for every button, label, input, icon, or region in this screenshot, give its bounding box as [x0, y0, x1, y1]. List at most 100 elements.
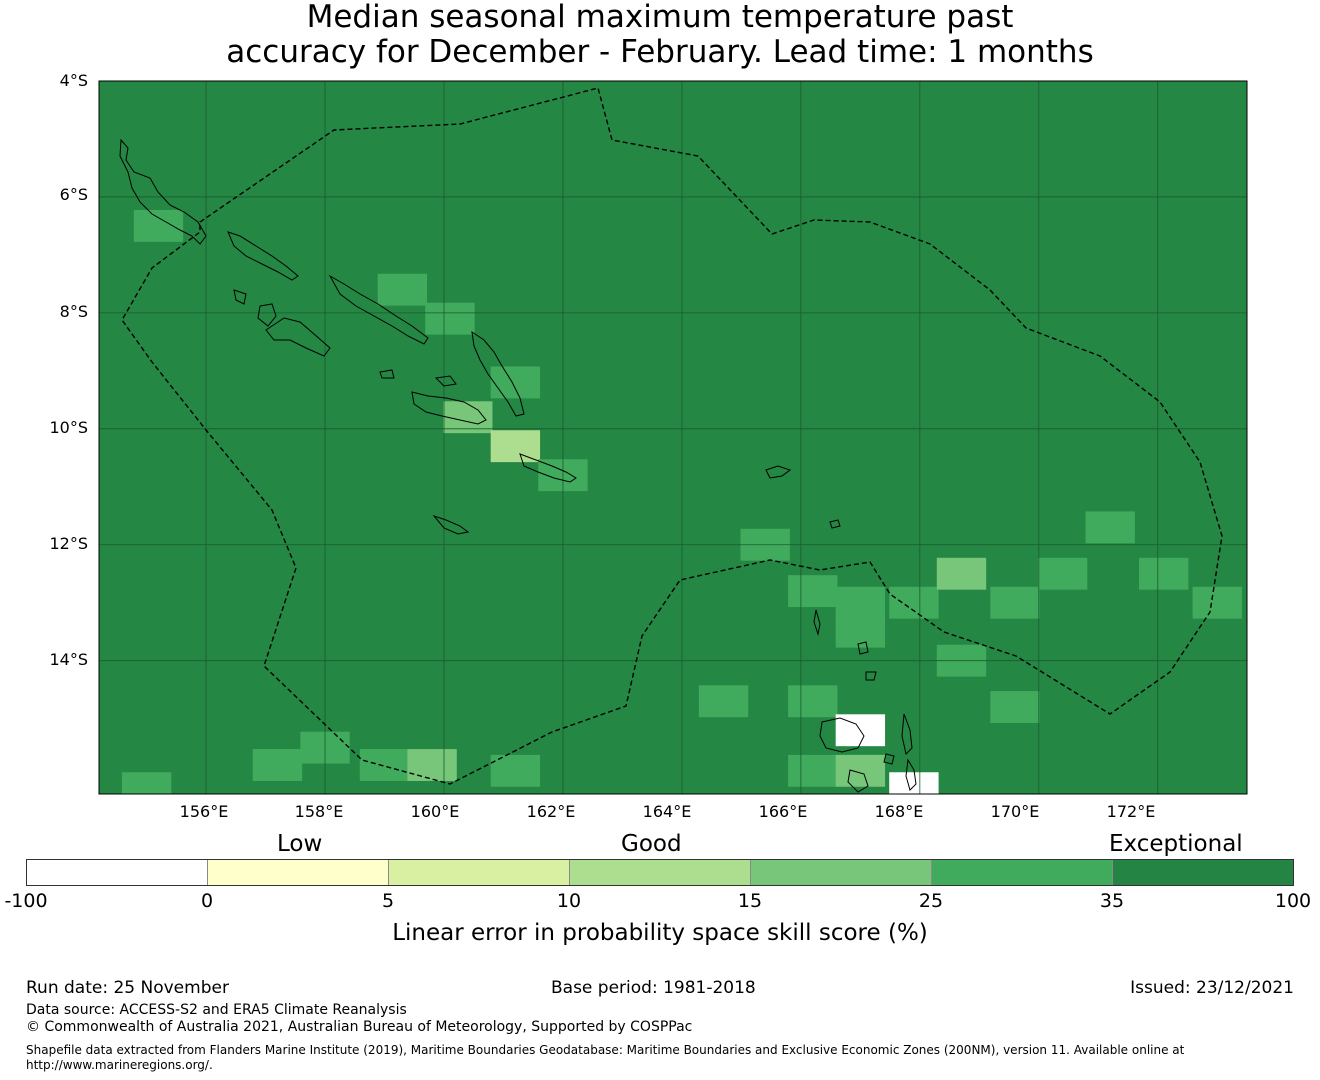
colorbar-title: Linear error in probability space skill …: [392, 920, 928, 946]
chart-title: Median seasonal maximum temperature past…: [0, 0, 1320, 70]
island-makira: [519, 453, 577, 483]
island-florida: [434, 375, 457, 387]
skill-cell: [1192, 586, 1242, 619]
skill-cell: [490, 430, 541, 463]
skill-cell: [377, 273, 428, 306]
colorbar: [26, 859, 1294, 886]
island-vanua-lava: [865, 671, 877, 681]
base-period: Base period: 1981-2018: [551, 978, 756, 998]
island-vella-lavella: [233, 289, 247, 305]
lon-label-158e: 158°E: [294, 802, 344, 821]
lon-label-172e: 172°E: [1106, 802, 1156, 821]
skill-cell: [407, 749, 457, 781]
chart-title-line2: accuracy for December - February. Lead t…: [226, 34, 1094, 70]
colorbar-bin-25-35: [932, 860, 1113, 885]
skill-cell: [1037, 557, 1088, 590]
island-utupua: [829, 519, 841, 529]
lon-label-170e: 170°E: [990, 802, 1040, 821]
island-new-georgia: [265, 317, 331, 357]
colorbar-tick: 10: [556, 890, 582, 912]
colorbar-bin-10-15: [570, 860, 751, 885]
colorbar-tick: 5: [381, 890, 395, 912]
copyright: © Commonwealth of Australia 2021, Austra…: [26, 1019, 693, 1035]
lon-label-164e: 164°E: [642, 802, 692, 821]
island-kolombangara: [257, 303, 277, 327]
eez-boundary: [121, 87, 1223, 785]
skill-cell: [889, 772, 939, 794]
colorbar-bin-0-5: [208, 860, 389, 885]
skill-cell: [133, 209, 184, 242]
skill-cell: [835, 754, 886, 787]
legend-category-low: Low: [277, 831, 323, 857]
skill-cell: [359, 749, 410, 781]
data-source: Data source: ACCESS-S2 and ERA5 Climate …: [26, 1002, 407, 1018]
colorbar-bin-neg100-0: [27, 860, 208, 885]
island-gaua: [857, 641, 869, 655]
colorbar-bin-15-25: [751, 860, 932, 885]
skill-cell: [698, 685, 749, 718]
colorbar-tick: 25: [918, 890, 944, 912]
skill-cell: [990, 586, 1040, 619]
legend-category-good: Good: [621, 831, 682, 857]
skill-cell: [990, 691, 1040, 723]
island-santa-isabel: [328, 274, 429, 345]
island-guadalcanal: [411, 391, 487, 425]
colorbar-tick: 15: [737, 890, 763, 912]
graticule: [99, 81, 1247, 794]
skill-cell: [835, 615, 886, 648]
island-nendo: [765, 465, 792, 479]
island-malakula: [847, 769, 869, 793]
colorbar-tick: 100: [1274, 890, 1312, 912]
map-frame: [98, 80, 1248, 795]
map-ocean-background: [99, 81, 1247, 794]
colorbar-bin-5-10: [389, 860, 570, 885]
skill-cell: [121, 772, 172, 794]
lat-label-6s: 6°S: [59, 185, 88, 204]
island-ambae: [883, 753, 895, 765]
island-pentecost: [905, 758, 917, 791]
island-malaita: [471, 330, 525, 417]
island-russell: [379, 369, 395, 379]
skill-cell: [788, 754, 838, 787]
skill-cell: [889, 586, 939, 619]
skill-cell: [1085, 511, 1135, 544]
skill-cell: [936, 557, 987, 590]
run-date: Run date: 25 November: [26, 978, 229, 998]
island-choiseul: [227, 231, 299, 281]
colorbar-tick: 0: [200, 890, 214, 912]
legend-category-exceptional: Exceptional: [1109, 831, 1243, 857]
skill-cell: [1139, 557, 1189, 590]
island-bougainville: [119, 138, 207, 245]
lat-label-12s: 12°S: [49, 534, 88, 553]
lon-label-168e: 168°E: [874, 802, 924, 821]
lon-label-162e: 162°E: [526, 802, 576, 821]
lat-label-4s: 4°S: [59, 71, 88, 90]
skill-cell: [490, 754, 541, 787]
issued-date: Issued: 23/12/2021: [1130, 978, 1294, 998]
coastlines: [119, 138, 917, 793]
lon-label-156e: 156°E: [179, 802, 229, 821]
island-torres: [813, 609, 821, 636]
lat-label-14s: 14°S: [49, 650, 88, 669]
skill-cells: [121, 209, 1242, 794]
skill-cell: [490, 366, 541, 399]
skill-cell: [425, 302, 475, 335]
skill-cell: [443, 401, 493, 434]
colorbar-bin-35-100: [1113, 860, 1293, 885]
skill-cell: [788, 685, 838, 718]
colorbar-tick: 35: [1099, 890, 1125, 912]
island-maewo: [901, 713, 913, 755]
island-rennell: [432, 514, 470, 535]
chart-title-line1: Median seasonal maximum temperature past: [306, 0, 1014, 35]
skill-cell: [835, 586, 886, 619]
lon-label-160e: 160°E: [410, 802, 460, 821]
map: [98, 80, 1248, 795]
shapefile-note: Shapefile data extracted from Flanders M…: [26, 1043, 1185, 1072]
skill-cell: [252, 749, 303, 781]
lon-label-166e: 166°E: [758, 802, 808, 821]
skill-cell: [788, 575, 838, 608]
island-espiritu-santo: [819, 717, 865, 753]
lat-label-8s: 8°S: [59, 302, 88, 321]
colorbar-tick: -100: [4, 890, 48, 912]
lat-label-10s: 10°S: [49, 418, 88, 437]
